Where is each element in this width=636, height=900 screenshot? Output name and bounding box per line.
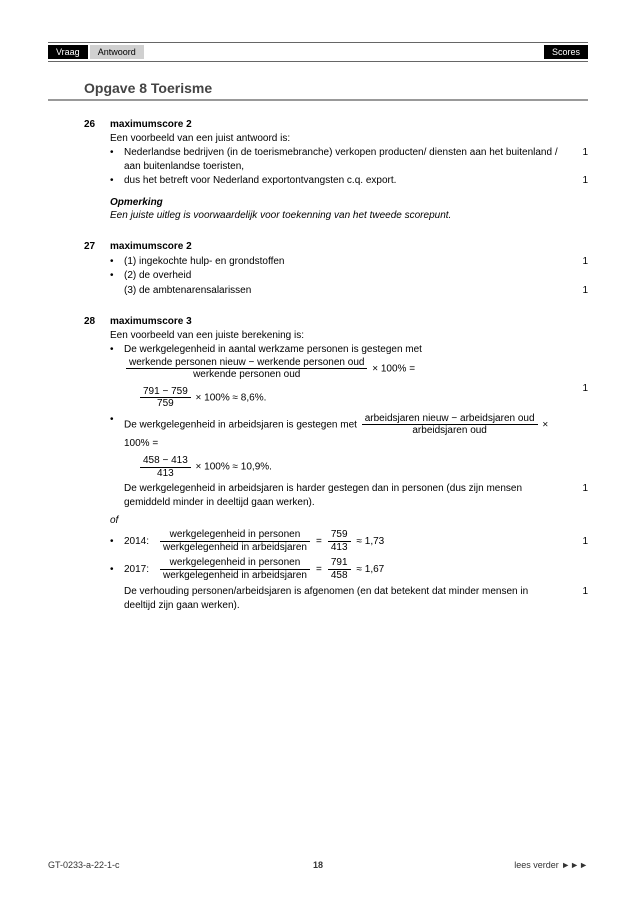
q26-maxscore: maximumscore 2 — [110, 119, 588, 130]
q28-number: 28 — [84, 316, 110, 613]
q28-conclusion: De verhouding personen/arbeidsjaren is a… — [124, 585, 572, 612]
q28-maxscore: maximumscore 3 — [110, 316, 588, 327]
bullet-dash: • — [110, 174, 124, 188]
q28-bullet-1: De werkgelegenheid in aantal werkzame pe… — [124, 343, 572, 381]
q28-intro: Een voorbeeld van een juiste berekening … — [110, 330, 588, 341]
q28-score-1: 1 — [572, 382, 588, 396]
question-26: 26 maximumscore 2 Een voorbeeld van een … — [48, 119, 588, 223]
q26-note-text: Een juiste uitleg is voorwaardelijk voor… — [110, 210, 451, 221]
bullet-dash: • — [110, 343, 124, 357]
q27-score-3: 1 — [572, 284, 588, 298]
q28-ratio-2014: • 2014: werkgelegenheid in personen werk… — [110, 529, 588, 553]
tabs-bar: Vraag Antwoord Scores — [48, 42, 588, 62]
section-title: Opgave 8 Toerisme — [48, 76, 588, 101]
q26-number: 26 — [84, 119, 110, 223]
q26-note-title: Opmerking — [110, 197, 163, 208]
q27-bullet-1: (1) ingekochte hulp- en grondstoffen — [124, 255, 572, 269]
footer-left: GT-0233-a-22-1-c — [48, 860, 120, 870]
q28-calc1: 791 − 759 759 × 100% ≈ 8,6%. — [138, 386, 572, 410]
q26-intro: Een voorbeeld van een juist antwoord is: — [110, 133, 588, 144]
question-28: 28 maximumscore 3 Een voorbeeld van een … — [48, 316, 588, 613]
q28-calc2: 458 − 413 413 × 100% ≈ 10,9%. — [138, 455, 572, 479]
footer-right: lees verder ►►► — [514, 860, 588, 870]
tab-antwoord: Antwoord — [90, 45, 144, 59]
q28-score-3: 1 — [572, 482, 588, 496]
q28-ratio1-score: 1 — [572, 536, 588, 547]
q27-number: 27 — [84, 241, 110, 299]
q28-bullet-2: De werkgelegenheid in arbeidsjaren is ge… — [124, 413, 572, 451]
q27-bullet-3: (3) de ambtenarensalarissen — [124, 284, 572, 298]
q26-score-2: 1 — [572, 174, 588, 188]
q26-note: Opmerking Een juiste uitleg is voorwaard… — [110, 196, 588, 223]
q26-score-1: 1 — [572, 146, 588, 160]
tab-scores: Scores — [544, 45, 588, 59]
bullet-dash: • — [110, 146, 124, 160]
page-footer: GT-0233-a-22-1-c 18 lees verder ►►► — [48, 860, 588, 870]
q28-bullet-3: De werkgelegenheid in arbeidsjaren is ha… — [124, 482, 572, 509]
q27-maxscore: maximumscore 2 — [110, 241, 588, 252]
q28-of: of — [110, 515, 588, 526]
q27-bullet-2: (2) de overheid — [124, 269, 572, 283]
tab-vraag: Vraag — [48, 45, 88, 59]
q28-frac2: arbeidsjaren nieuw − arbeidsjaren oud ar… — [362, 413, 538, 437]
bullet-dash: • — [110, 413, 124, 427]
q28-conc-score: 1 — [572, 585, 588, 599]
q27-score-1: 1 — [572, 255, 588, 269]
bullet-dash: • — [110, 255, 124, 269]
footer-pagenum: 18 — [313, 860, 323, 870]
bullet-dash: • — [110, 269, 124, 283]
q26-bullet-2: dus het betreft voor Nederland exportont… — [124, 174, 572, 188]
question-27: 27 maximumscore 2 • (1) ingekochte hulp-… — [48, 241, 588, 299]
q28-frac1: werkende personen nieuw − werkende perso… — [126, 357, 367, 381]
q26-bullet-1: Nederlandse bedrijven (in de toerismebra… — [124, 146, 572, 173]
q28-ratio-2017: • 2017: werkgelegenheid in personen werk… — [110, 557, 588, 581]
